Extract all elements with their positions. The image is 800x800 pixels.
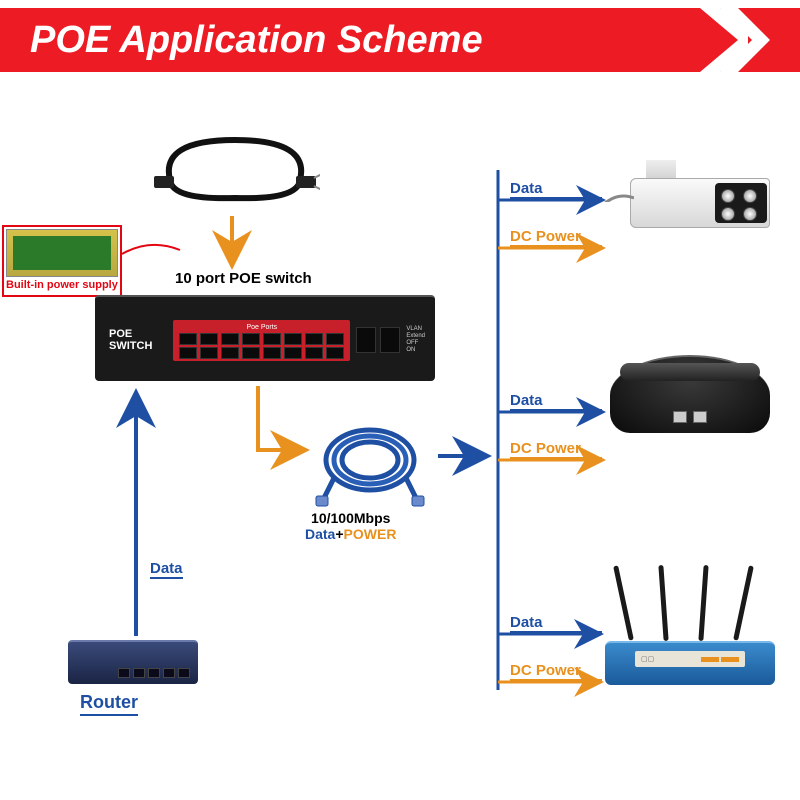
ap-dc-label: DC Power <box>510 662 602 681</box>
switch-face-label: POE SWITCH <box>109 328 165 352</box>
ip-camera-image <box>600 160 775 240</box>
psu-image <box>6 229 118 277</box>
router-data-label: Data <box>150 560 183 578</box>
uplink-ports <box>356 327 400 353</box>
ap-data-label: Data <box>510 614 602 633</box>
router-label: Router <box>80 692 138 716</box>
ip-phone-image <box>600 355 780 445</box>
ethernet-label: 10/100Mbps Data+POWER <box>305 510 396 542</box>
switch-title: 10 port POE switch <box>175 270 312 287</box>
vlan-label: VLAN Extend OFF ON <box>406 326 425 355</box>
psu-label: Built-in power supply <box>6 279 118 291</box>
router-image <box>68 640 198 684</box>
phone-data-label: Data <box>510 392 602 411</box>
camera-dc-label: DC Power <box>510 228 602 247</box>
wireless-ap-image: ▢▢ <box>595 565 785 685</box>
banner-chevron-icon <box>600 8 800 72</box>
title-banner: POE Application Scheme <box>0 8 800 72</box>
poe-switch-image: POE SWITCH Poe Ports VLAN Extend OFF ON <box>95 295 435 381</box>
psu-callout: Built-in power supply <box>2 225 122 297</box>
phone-dc-label: DC Power <box>510 440 602 459</box>
banner-text: POE Application Scheme <box>30 19 483 62</box>
ethernet-cable-image <box>310 420 430 500</box>
port-panel: Poe Ports <box>173 320 350 361</box>
power-cable-image <box>150 130 320 210</box>
camera-data-label: Data <box>510 180 602 199</box>
